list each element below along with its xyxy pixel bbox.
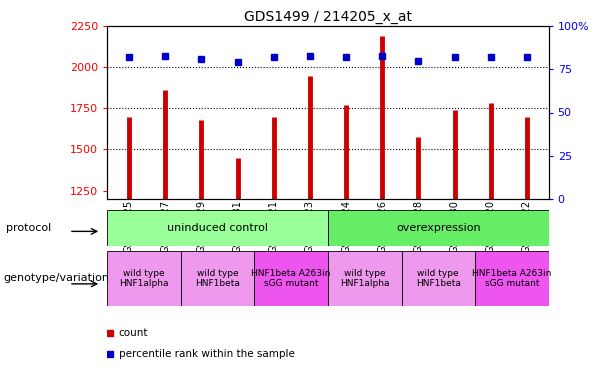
- Text: count: count: [119, 328, 148, 338]
- Bar: [328, 251, 402, 306]
- Bar: [107, 251, 181, 306]
- Text: wild type
HNF1alpha: wild type HNF1alpha: [340, 269, 389, 288]
- Bar: [402, 251, 475, 306]
- Text: wild type
HNF1beta: wild type HNF1beta: [416, 269, 461, 288]
- Text: overexpression: overexpression: [396, 223, 481, 233]
- Text: protocol: protocol: [6, 223, 51, 233]
- Text: HNF1beta A263in
sGG mutant: HNF1beta A263in sGG mutant: [472, 269, 552, 288]
- Bar: [181, 251, 254, 306]
- Text: uninduced control: uninduced control: [167, 223, 268, 233]
- Title: GDS1499 / 214205_x_at: GDS1499 / 214205_x_at: [244, 10, 412, 24]
- Text: wild type
HNF1alpha: wild type HNF1alpha: [120, 269, 169, 288]
- Text: HNF1beta A263in
sGG mutant: HNF1beta A263in sGG mutant: [251, 269, 331, 288]
- Text: genotype/variation: genotype/variation: [3, 273, 109, 284]
- Text: wild type
HNF1beta: wild type HNF1beta: [195, 269, 240, 288]
- Bar: [254, 251, 328, 306]
- Bar: [475, 251, 549, 306]
- Text: percentile rank within the sample: percentile rank within the sample: [119, 349, 295, 359]
- Bar: [107, 210, 328, 246]
- Bar: [328, 210, 549, 246]
